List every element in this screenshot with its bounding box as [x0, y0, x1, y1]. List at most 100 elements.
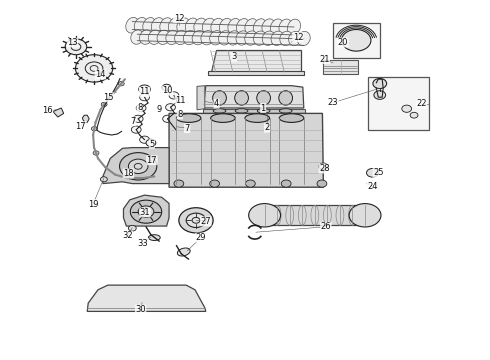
Circle shape	[317, 180, 327, 187]
Text: 25: 25	[373, 168, 384, 177]
Text: 8: 8	[177, 110, 182, 119]
Ellipse shape	[202, 18, 216, 34]
Text: 11: 11	[175, 96, 186, 105]
Ellipse shape	[236, 19, 249, 34]
Circle shape	[342, 30, 371, 51]
Ellipse shape	[174, 30, 188, 45]
Ellipse shape	[279, 91, 293, 105]
Circle shape	[402, 105, 412, 112]
Polygon shape	[87, 285, 206, 311]
Text: 7: 7	[185, 124, 190, 133]
Ellipse shape	[253, 19, 267, 35]
Text: 17: 17	[75, 122, 86, 131]
Circle shape	[131, 126, 141, 133]
Text: 13: 13	[67, 38, 78, 47]
Ellipse shape	[192, 31, 205, 45]
Text: 18: 18	[123, 169, 134, 178]
Ellipse shape	[279, 109, 292, 113]
Text: 5: 5	[149, 140, 154, 149]
Ellipse shape	[160, 18, 173, 33]
Text: 28: 28	[319, 164, 330, 173]
Circle shape	[410, 112, 418, 118]
Ellipse shape	[177, 18, 190, 33]
Polygon shape	[103, 148, 169, 184]
Polygon shape	[323, 60, 358, 74]
Text: 22: 22	[416, 99, 427, 108]
Ellipse shape	[279, 19, 292, 35]
Text: 15: 15	[103, 93, 114, 102]
Ellipse shape	[245, 31, 258, 45]
Bar	[208, 71, 304, 75]
Text: 26: 26	[320, 222, 331, 231]
Circle shape	[374, 91, 386, 99]
Polygon shape	[140, 158, 154, 165]
Text: 31: 31	[140, 208, 150, 217]
Circle shape	[367, 168, 378, 177]
Ellipse shape	[210, 31, 222, 45]
Circle shape	[186, 213, 206, 228]
Circle shape	[169, 92, 179, 99]
Ellipse shape	[148, 30, 161, 44]
Text: 23: 23	[328, 98, 339, 107]
Text: 17: 17	[147, 156, 157, 165]
Ellipse shape	[211, 114, 235, 122]
Ellipse shape	[245, 114, 270, 122]
Ellipse shape	[253, 31, 267, 45]
Circle shape	[139, 85, 150, 94]
Polygon shape	[123, 195, 169, 226]
Circle shape	[132, 176, 138, 180]
Text: 12: 12	[293, 33, 303, 42]
Circle shape	[130, 200, 162, 223]
Text: 4: 4	[214, 99, 219, 108]
Ellipse shape	[201, 31, 214, 45]
Ellipse shape	[262, 31, 275, 45]
Circle shape	[245, 180, 255, 187]
Circle shape	[140, 94, 149, 101]
Circle shape	[133, 115, 143, 122]
Text: 3: 3	[231, 53, 236, 62]
Circle shape	[119, 82, 124, 86]
Polygon shape	[197, 86, 205, 110]
Circle shape	[349, 204, 381, 227]
Ellipse shape	[257, 109, 270, 113]
Circle shape	[101, 102, 107, 107]
Circle shape	[140, 136, 149, 143]
Polygon shape	[203, 109, 305, 113]
Ellipse shape	[148, 235, 160, 240]
Ellipse shape	[280, 31, 293, 46]
Circle shape	[128, 159, 148, 174]
Ellipse shape	[235, 109, 248, 113]
Ellipse shape	[235, 91, 248, 105]
Circle shape	[248, 204, 280, 227]
Circle shape	[281, 180, 291, 187]
Text: 12: 12	[173, 14, 184, 23]
Circle shape	[100, 177, 107, 182]
Text: 7: 7	[131, 117, 136, 126]
Ellipse shape	[183, 30, 196, 45]
Ellipse shape	[166, 30, 179, 45]
Text: 29: 29	[196, 233, 206, 242]
Polygon shape	[82, 115, 89, 122]
Text: 16: 16	[42, 107, 53, 116]
Circle shape	[146, 139, 156, 147]
Ellipse shape	[213, 109, 226, 113]
Circle shape	[120, 153, 157, 180]
Ellipse shape	[271, 31, 284, 45]
Ellipse shape	[236, 31, 249, 45]
Circle shape	[128, 225, 136, 231]
Text: 30: 30	[135, 305, 146, 314]
Text: 32: 32	[122, 231, 133, 240]
Ellipse shape	[289, 31, 301, 46]
Ellipse shape	[185, 18, 198, 34]
Circle shape	[93, 151, 99, 155]
Ellipse shape	[177, 248, 190, 256]
Circle shape	[174, 180, 184, 187]
Ellipse shape	[297, 31, 310, 46]
Ellipse shape	[270, 19, 284, 35]
Text: 21: 21	[319, 55, 330, 64]
Polygon shape	[169, 113, 323, 187]
Circle shape	[138, 206, 154, 217]
Bar	[368, 77, 429, 130]
Text: 2: 2	[265, 123, 270, 132]
Ellipse shape	[227, 31, 240, 45]
